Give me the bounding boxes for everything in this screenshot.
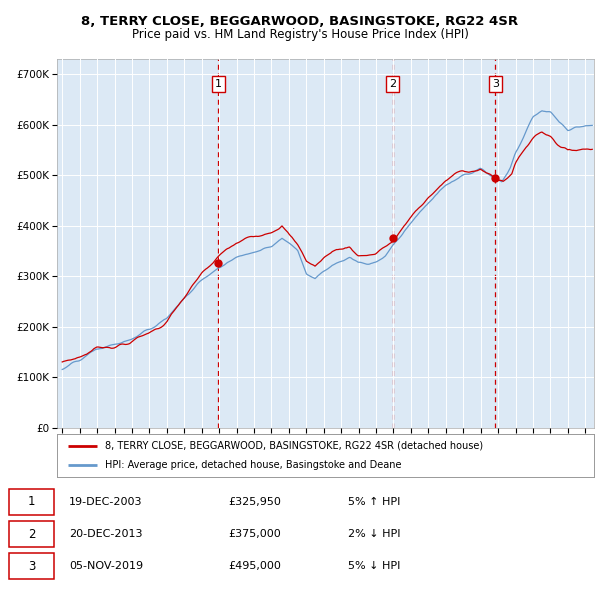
Text: 1: 1	[215, 79, 222, 89]
Text: 2: 2	[28, 527, 35, 540]
Text: 05-NOV-2019: 05-NOV-2019	[69, 561, 143, 571]
Text: 19-DEC-2003: 19-DEC-2003	[69, 497, 143, 507]
FancyBboxPatch shape	[9, 489, 54, 515]
Text: £325,950: £325,950	[228, 497, 281, 507]
Text: 5% ↑ HPI: 5% ↑ HPI	[348, 497, 400, 507]
Text: 1: 1	[28, 496, 35, 509]
Text: 8, TERRY CLOSE, BEGGARWOOD, BASINGSTOKE, RG22 4SR (detached house): 8, TERRY CLOSE, BEGGARWOOD, BASINGSTOKE,…	[106, 441, 484, 451]
Text: £375,000: £375,000	[228, 529, 281, 539]
Text: 3: 3	[28, 560, 35, 573]
Text: 8, TERRY CLOSE, BEGGARWOOD, BASINGSTOKE, RG22 4SR: 8, TERRY CLOSE, BEGGARWOOD, BASINGSTOKE,…	[82, 15, 518, 28]
Text: 2: 2	[389, 79, 397, 89]
Text: 2% ↓ HPI: 2% ↓ HPI	[348, 529, 401, 539]
Text: Price paid vs. HM Land Registry's House Price Index (HPI): Price paid vs. HM Land Registry's House …	[131, 28, 469, 41]
Text: HPI: Average price, detached house, Basingstoke and Deane: HPI: Average price, detached house, Basi…	[106, 460, 402, 470]
FancyBboxPatch shape	[9, 553, 54, 579]
FancyBboxPatch shape	[9, 522, 54, 547]
Text: £495,000: £495,000	[228, 561, 281, 571]
Text: 20-DEC-2013: 20-DEC-2013	[69, 529, 143, 539]
Text: 3: 3	[492, 79, 499, 89]
Text: 5% ↓ HPI: 5% ↓ HPI	[348, 561, 400, 571]
